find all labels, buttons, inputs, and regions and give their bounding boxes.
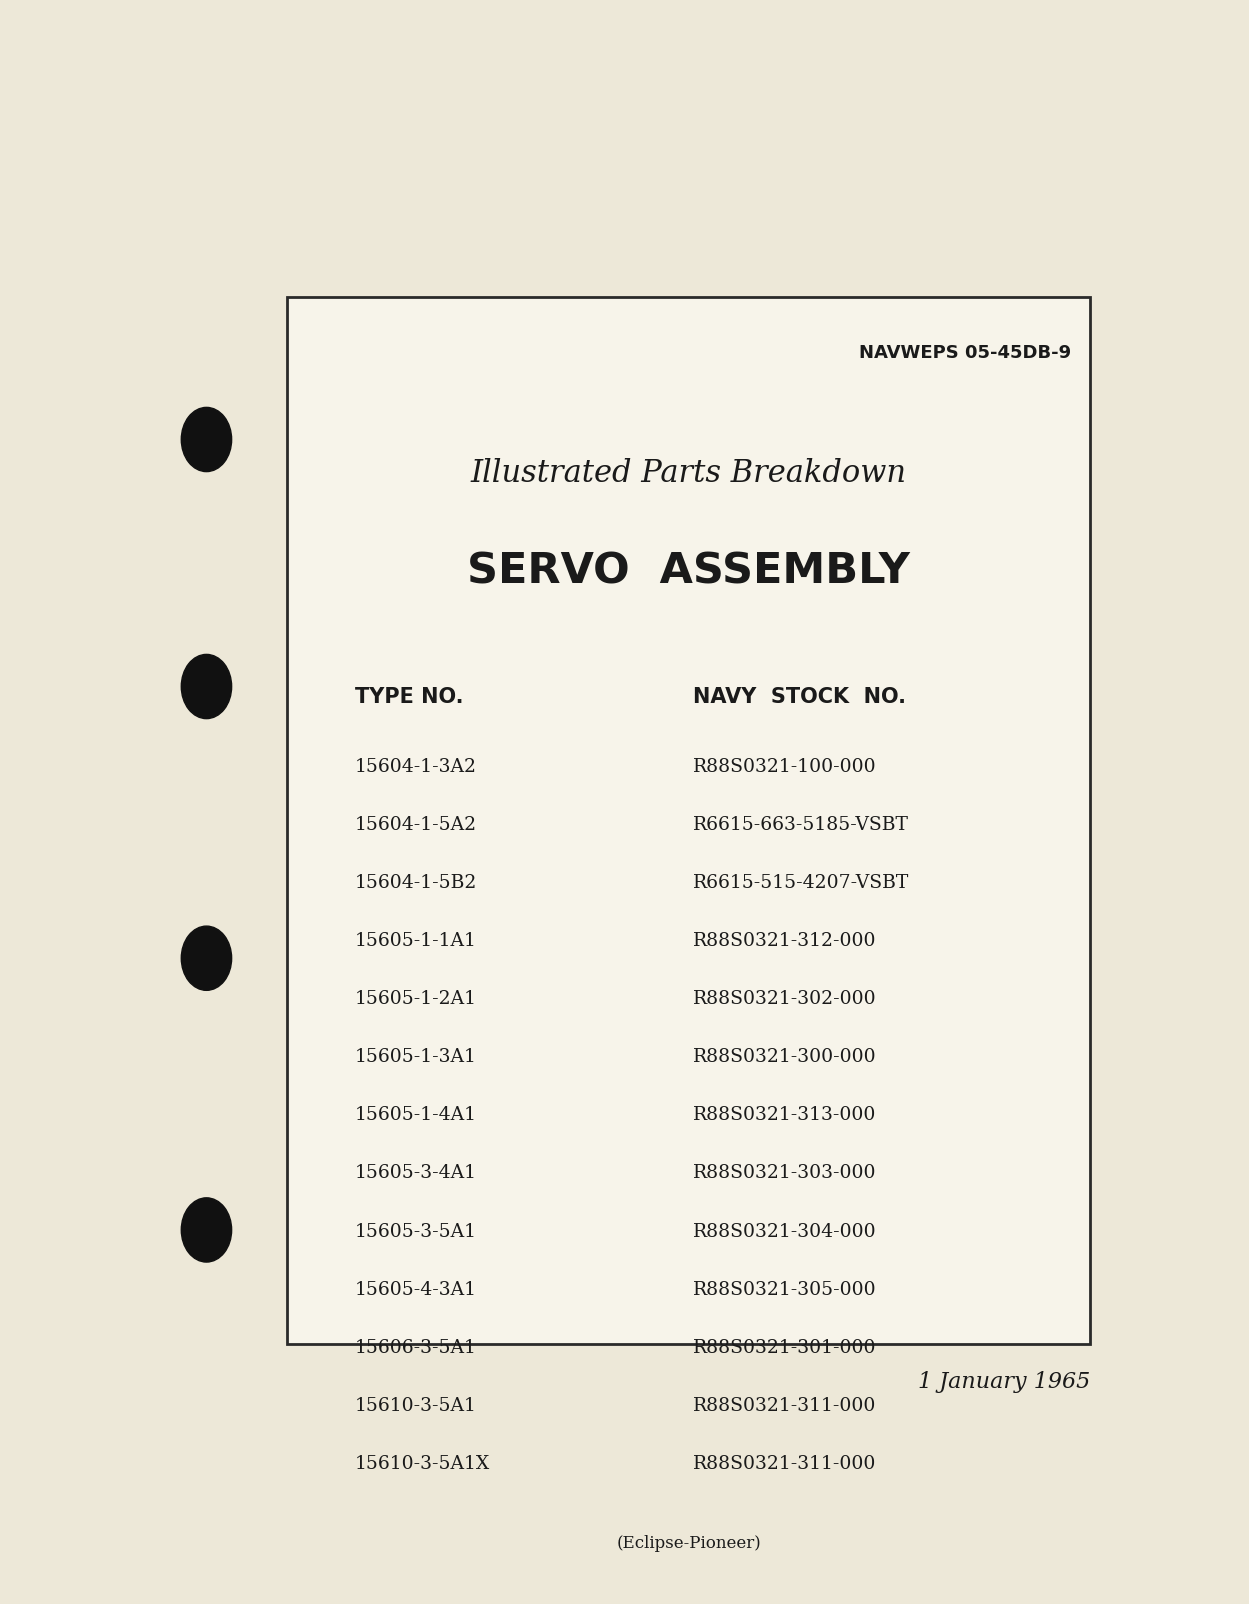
Text: 15605-3-5A1: 15605-3-5A1 <box>355 1222 477 1240</box>
Text: 15604-1-5A2: 15604-1-5A2 <box>355 816 477 834</box>
Circle shape <box>181 926 231 990</box>
Text: R6615-663-5185-VSBT: R6615-663-5185-VSBT <box>693 816 909 834</box>
Text: 15610-3-5A1X: 15610-3-5A1X <box>355 1455 490 1472</box>
Text: 15605-3-4A1: 15605-3-4A1 <box>355 1165 477 1182</box>
Text: R88S0321-300-000: R88S0321-300-000 <box>693 1049 877 1067</box>
Text: R88S0321-100-000: R88S0321-100-000 <box>693 759 877 776</box>
Text: TYPE NO.: TYPE NO. <box>355 687 463 706</box>
Text: 15605-1-2A1: 15605-1-2A1 <box>355 990 477 1009</box>
Circle shape <box>181 1198 231 1262</box>
Text: 15606-3-5A1: 15606-3-5A1 <box>355 1339 476 1357</box>
Text: R88S0321-305-000: R88S0321-305-000 <box>693 1280 877 1299</box>
Text: 15604-1-3A2: 15604-1-3A2 <box>355 759 477 776</box>
Text: NAVWEPS 05-45DB-9: NAVWEPS 05-45DB-9 <box>859 345 1070 363</box>
Bar <box>287 297 1090 1344</box>
Text: R6615-515-4207-VSBT: R6615-515-4207-VSBT <box>693 874 909 892</box>
Text: 15605-1-3A1: 15605-1-3A1 <box>355 1049 476 1067</box>
Circle shape <box>181 654 231 719</box>
Text: R88S0321-302-000: R88S0321-302-000 <box>693 990 877 1009</box>
Text: 1 January 1965: 1 January 1965 <box>918 1371 1090 1392</box>
Text: R88S0321-303-000: R88S0321-303-000 <box>693 1165 877 1182</box>
Text: R88S0321-311-000: R88S0321-311-000 <box>693 1455 877 1472</box>
Text: 15610-3-5A1: 15610-3-5A1 <box>355 1397 476 1415</box>
Text: NAVY  STOCK  NO.: NAVY STOCK NO. <box>693 687 907 706</box>
Text: 15605-1-4A1: 15605-1-4A1 <box>355 1107 477 1124</box>
Text: 15604-1-5B2: 15604-1-5B2 <box>355 874 477 892</box>
Circle shape <box>181 407 231 472</box>
Text: Illustrated Parts Breakdown: Illustrated Parts Breakdown <box>471 459 907 489</box>
Text: 15605-1-1A1: 15605-1-1A1 <box>355 932 476 950</box>
Text: 15605-4-3A1: 15605-4-3A1 <box>355 1280 477 1299</box>
Text: SERVO  ASSEMBLY: SERVO ASSEMBLY <box>467 550 911 592</box>
Text: R88S0321-313-000: R88S0321-313-000 <box>693 1107 877 1124</box>
Text: R88S0321-304-000: R88S0321-304-000 <box>693 1222 877 1240</box>
Text: R88S0321-301-000: R88S0321-301-000 <box>693 1339 877 1357</box>
Text: R88S0321-312-000: R88S0321-312-000 <box>693 932 877 950</box>
Text: (Eclipse-Pioneer): (Eclipse-Pioneer) <box>616 1535 761 1553</box>
Text: R88S0321-311-000: R88S0321-311-000 <box>693 1397 877 1415</box>
